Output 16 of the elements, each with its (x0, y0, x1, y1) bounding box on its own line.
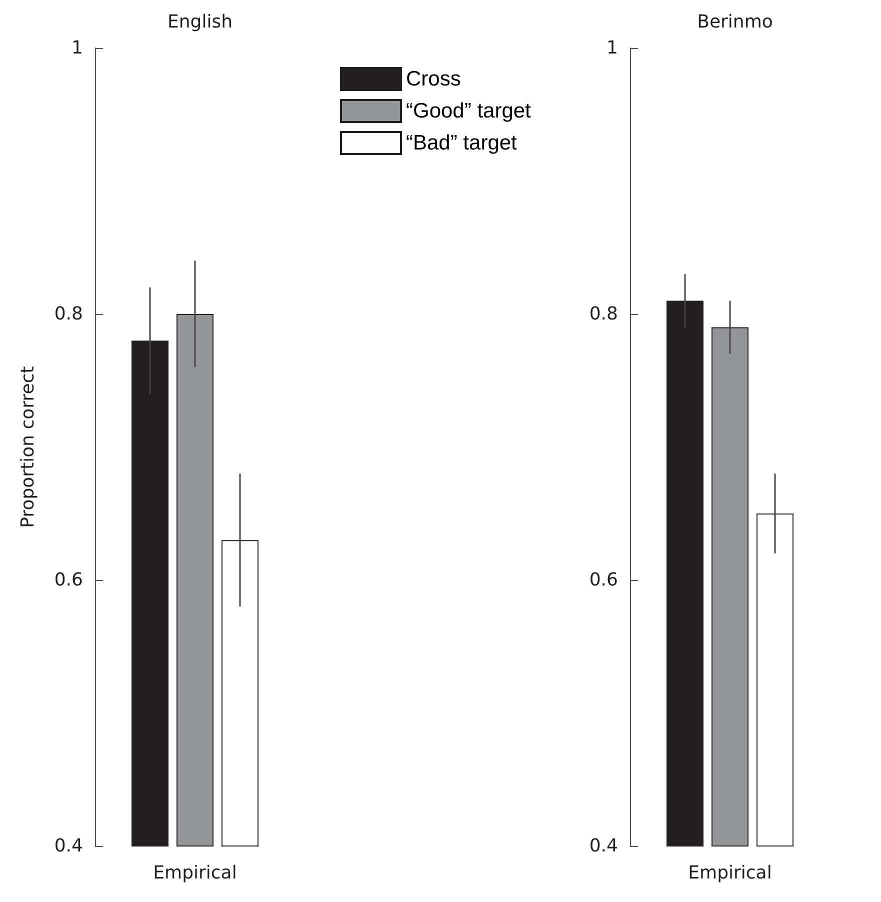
y-tick-label: 0.8 (54, 304, 83, 324)
x-tick-label: Empirical (688, 862, 772, 884)
y-tick-label: 1 (72, 38, 83, 58)
legend-label: “Good” target (406, 100, 532, 122)
legend-label: Cross (406, 68, 461, 90)
x-tick-label: Empirical (153, 862, 237, 884)
y-tick-label: 0.4 (54, 836, 83, 856)
y-tick-label: 0.8 (589, 304, 618, 324)
y-tick-label: 0.6 (54, 570, 83, 590)
legend-label: “Bad” target (406, 132, 518, 154)
y-tick-label: 0.4 (589, 836, 618, 856)
chart-title: English (168, 12, 232, 32)
y-axis-title: Proportion correct (18, 366, 38, 528)
y-tick-label: 1 (606, 38, 618, 58)
chart-title: Berinmo (697, 12, 773, 32)
y-tick-label: 0.6 (589, 570, 618, 590)
